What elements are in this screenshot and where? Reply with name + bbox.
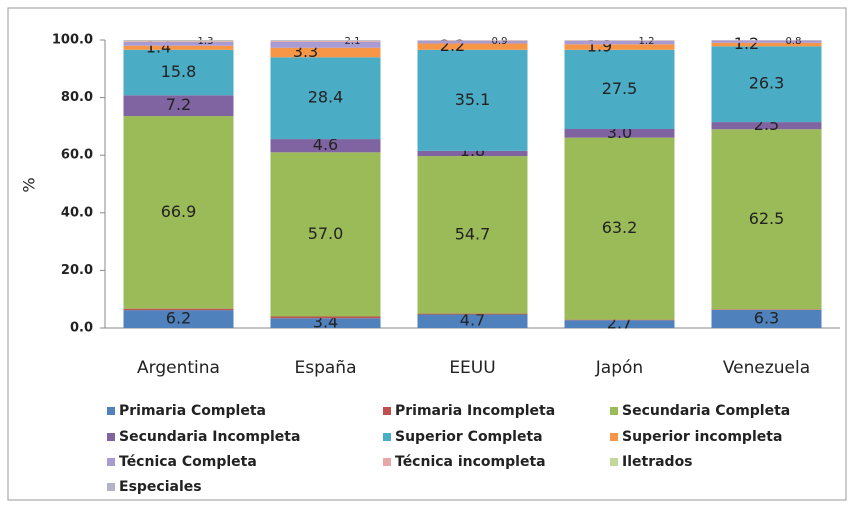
y-tick-label: 40.0 <box>61 205 93 220</box>
data-label: 0.9 <box>492 36 508 47</box>
bar-segment <box>270 47 381 58</box>
y-tick-label: 60.0 <box>61 148 93 163</box>
x-tick-label: EEUU <box>449 358 495 378</box>
y-tick-label: 20.0 <box>61 263 93 278</box>
y-tick-label: 80.0 <box>61 90 93 105</box>
data-label: 57.0 <box>308 224 344 243</box>
x-tick-label: Venezuela <box>723 358 810 378</box>
bar-segment <box>270 40 381 42</box>
legend-swatch <box>107 458 115 466</box>
bar-segment <box>270 40 381 41</box>
bar-segment <box>564 44 675 50</box>
legend-swatch <box>107 407 115 415</box>
data-label: 28.4 <box>308 88 344 107</box>
data-label: 1.2 <box>639 36 655 47</box>
legend-label: Especiales <box>119 479 202 495</box>
data-label: 26.3 <box>749 74 785 93</box>
bar-segment <box>711 42 822 47</box>
data-label: 7.2 <box>166 95 191 114</box>
bar-segment <box>270 139 381 153</box>
bar-segment <box>270 57 381 140</box>
legend-swatch <box>383 433 391 441</box>
bar-segment <box>711 46 822 123</box>
data-label: 6.3 <box>754 308 779 327</box>
data-label: 15.8 <box>161 62 197 81</box>
legend-label: Primaria Incompleta <box>395 403 555 419</box>
legend-label: Superior Completa <box>395 429 543 445</box>
bar-segment <box>564 320 675 328</box>
bar-segment <box>564 128 675 138</box>
bar-segment <box>564 319 675 321</box>
bar-segment <box>417 313 528 315</box>
bar-segment <box>564 40 675 45</box>
bar-segment <box>711 309 822 328</box>
data-label: 4.7 <box>460 311 485 330</box>
bar-segment <box>123 116 234 309</box>
bar-segment <box>417 150 528 157</box>
data-label: 27.5 <box>602 79 638 98</box>
bar-segment <box>711 40 822 43</box>
bar-segment <box>417 43 528 50</box>
legend-label: Técnica incompleta <box>395 454 546 470</box>
data-label: 66.9 <box>161 202 197 221</box>
data-label: 62.5 <box>749 209 785 228</box>
legend-swatch <box>610 407 618 415</box>
data-label: 4.6 <box>313 135 338 154</box>
bar-segment <box>711 122 822 130</box>
legend-swatch <box>383 458 391 466</box>
bar-segment <box>417 40 528 44</box>
x-tick-label: Japón <box>595 358 643 378</box>
bar-segment <box>711 129 822 310</box>
legend-swatch <box>610 433 618 441</box>
legend-label: Secundaria Incompleta <box>119 429 300 445</box>
bar-segment <box>270 318 381 328</box>
bar-segment <box>417 49 528 151</box>
legend-label: Técnica Completa <box>119 454 257 470</box>
bar-segment <box>123 42 234 46</box>
legend-label: Superior incompleta <box>622 429 782 445</box>
bar-segment <box>123 45 234 50</box>
bar-segment <box>270 152 381 317</box>
bar-segment <box>123 41 234 43</box>
bar-segment <box>123 308 234 311</box>
x-tick-label: Argentina <box>137 358 220 378</box>
data-label: 1.9 <box>587 37 612 56</box>
legend-swatch <box>383 407 391 415</box>
bar-segment <box>123 40 234 42</box>
bar-segment <box>123 40 234 41</box>
data-label: 0.8 <box>786 36 802 47</box>
bar-segment <box>417 156 528 314</box>
x-tick-label: España <box>295 358 357 378</box>
legend-swatch <box>610 458 618 466</box>
bar-segment <box>270 41 381 48</box>
bar-segment <box>564 137 675 320</box>
legend-swatch <box>107 483 115 491</box>
legend-swatch <box>107 433 115 441</box>
y-tick-label: 100.0 <box>52 33 93 48</box>
bar-segment <box>123 49 234 96</box>
data-label: 63.2 <box>602 218 638 237</box>
bar-segment <box>123 95 234 117</box>
data-label: 35.1 <box>455 90 491 109</box>
y-axis-label: % <box>20 177 39 192</box>
legend-label: Secundaria Completa <box>622 403 790 419</box>
data-label: 2.2 <box>440 36 465 55</box>
bar-segment <box>123 310 234 328</box>
data-label: 6.2 <box>166 309 191 328</box>
legend-label: Iletrados <box>622 454 693 470</box>
bar-segment <box>564 49 675 129</box>
bar-segment <box>270 316 381 319</box>
bar-segment <box>711 309 822 310</box>
legend-label: Primaria Completa <box>119 403 266 419</box>
data-label: 54.7 <box>455 224 491 243</box>
bar-segment <box>417 314 528 328</box>
y-tick-label: 0.0 <box>70 321 93 336</box>
data-label: 1.2 <box>734 34 759 53</box>
